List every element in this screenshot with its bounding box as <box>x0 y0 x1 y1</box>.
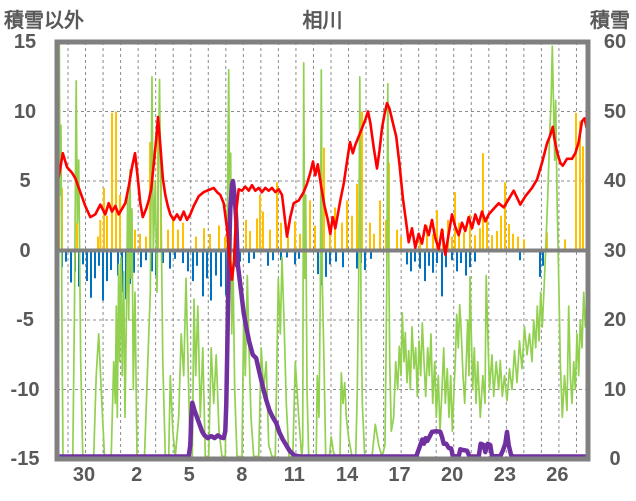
right-axis-tick: 50 <box>603 100 627 123</box>
left-axis-tick: -15 <box>10 448 40 470</box>
x-axis-tick: 11 <box>283 464 305 486</box>
left-axis-tick: 0 <box>19 239 31 262</box>
left-axis-tick: 5 <box>19 170 31 192</box>
x-axis-tick: 5 <box>183 464 195 486</box>
right-axis-tick: 20 <box>603 309 627 331</box>
plot-series-group <box>57 42 588 459</box>
purple_line_snow_depth-series <box>57 178 588 459</box>
chart-title: 相川 <box>302 10 343 32</box>
x-axis-tick: 30 <box>72 464 96 486</box>
right-axis-tick: 40 <box>603 170 627 192</box>
x-axis-tick: 8 <box>236 464 248 486</box>
left-axis-tick: -5 <box>16 309 34 331</box>
x-axis-tick: 14 <box>335 464 359 486</box>
right-axis-title: 積雪 <box>590 10 630 32</box>
left-axis-tick: -10 <box>10 378 40 401</box>
x-axis-tick: 20 <box>441 464 464 486</box>
right-axis-tick: 10 <box>603 378 627 401</box>
red_line-series <box>57 101 588 281</box>
x-axis-tick: 17 <box>388 464 411 486</box>
green_line-series <box>57 42 588 458</box>
right-axis-tick: 60 <box>603 31 627 53</box>
left-axis-title: 積雪以外 <box>4 10 84 32</box>
left-axis-tick: 10 <box>13 100 37 123</box>
right-axis-tick: 30 <box>603 239 627 262</box>
left-axis-tick: 15 <box>13 31 37 53</box>
x-axis-tick: 23 <box>493 464 516 486</box>
x-axis-tick: 2 <box>131 464 143 486</box>
x-axis-tick: 26 <box>546 464 569 486</box>
plot-frame <box>54 39 591 462</box>
right-axis-tick: 0 <box>609 448 621 470</box>
